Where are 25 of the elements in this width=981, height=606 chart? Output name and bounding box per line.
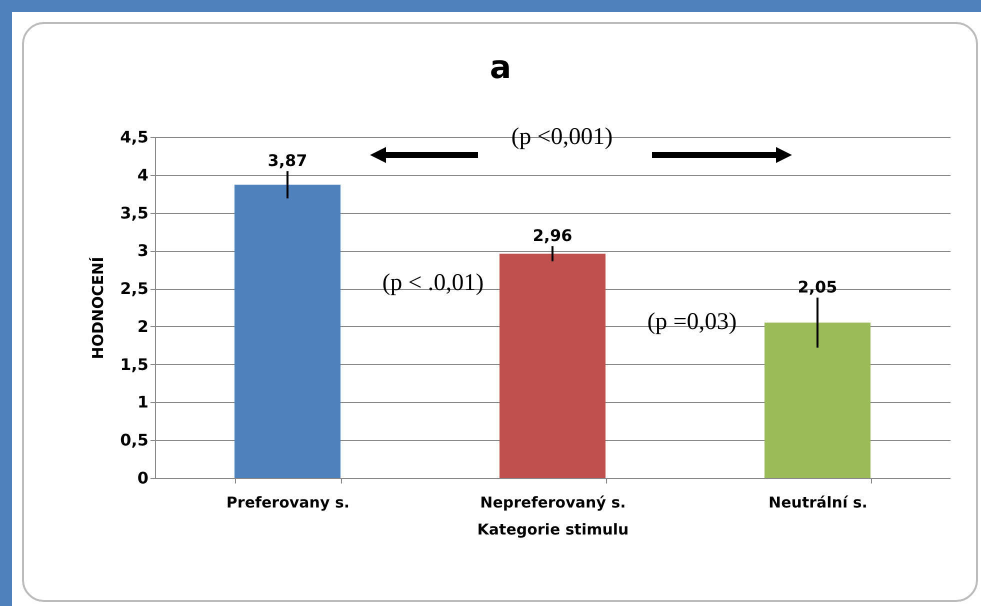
y-tick-label: 0,5 [120, 430, 148, 450]
y-tick-label: 4 [137, 165, 148, 184]
annotation: (p <0,001) [511, 124, 613, 150]
x-tick-label: Neutrální s. [768, 494, 868, 512]
x-tick-label: Nepreferovaný s. [480, 494, 626, 512]
bar [500, 254, 606, 478]
y-axis-title: HODNOCENÍ [89, 256, 108, 360]
y-tick-label: 2,5 [120, 279, 148, 298]
data-label: 2,05 [798, 278, 838, 297]
x-axis-title: Kategorie stimulu [477, 520, 629, 538]
y-tick-label: 4,5 [120, 128, 148, 146]
y-tick-label: 2 [137, 316, 148, 336]
chart-title: a [490, 48, 512, 86]
bar [764, 322, 870, 478]
annotation: (p < .0,01) [382, 270, 484, 296]
y-tick-label: 1 [137, 392, 148, 412]
x-tick-label: Preferovany s. [226, 494, 350, 512]
y-tick-label: 3 [137, 241, 148, 260]
y-tick-label: 0 [137, 468, 148, 488]
y-tick-label: 3,5 [120, 203, 148, 222]
bar [234, 184, 340, 478]
data-label: 3,87 [268, 151, 308, 170]
annotation: (p =0,03) [647, 309, 737, 335]
y-tick-label: 1,5 [120, 354, 148, 374]
data-label: 2,96 [532, 226, 572, 246]
